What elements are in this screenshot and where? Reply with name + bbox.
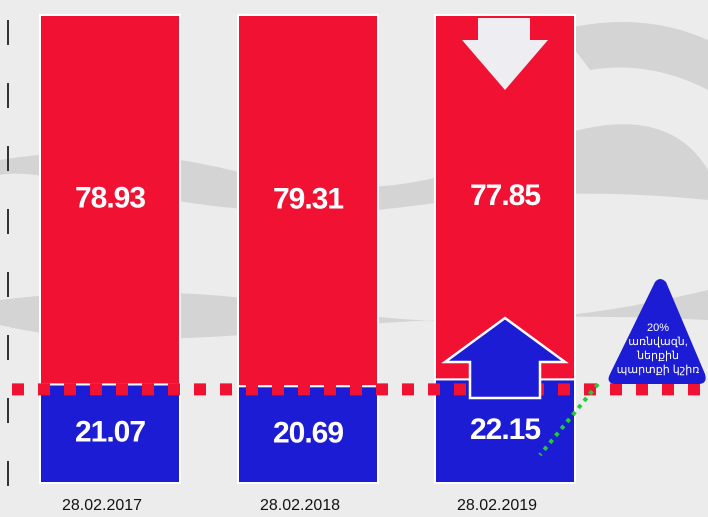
decorations: [441, 18, 706, 457]
value-label: 22.15: [470, 413, 540, 446]
annotation-text: ներքին: [636, 350, 679, 362]
bar-segment: [237, 14, 379, 388]
annotation-text: պարտքի կշիռ: [617, 364, 700, 376]
connector: [538, 382, 600, 457]
bar-segment: [237, 385, 379, 485]
value-label: 77.85: [470, 179, 540, 212]
value-label: 20.69: [273, 417, 343, 450]
up-arrow: [441, 316, 569, 400]
annotation-triangle: [608, 279, 706, 384]
value-label: 78.93: [75, 182, 145, 215]
annotation-text: առնվազն,: [628, 336, 688, 348]
annotation-text: 20%: [647, 322, 669, 334]
bar-segment: [39, 383, 181, 484]
x-tick-label: 28.02.2017: [62, 497, 142, 514]
x-tick-label: 28.02.2019: [457, 497, 537, 514]
value-label: 79.31: [273, 183, 343, 216]
x-tick-label: 28.02.2018: [260, 497, 340, 514]
down-arrow: [462, 18, 548, 90]
value-label: 21.07: [75, 416, 145, 449]
bar-segment: [39, 14, 181, 386]
